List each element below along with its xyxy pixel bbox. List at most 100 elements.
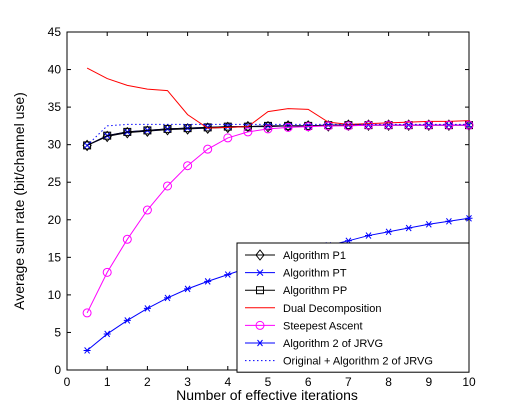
data-point [224,271,232,278]
x-tick-label: 2 [144,375,151,389]
data-point [223,121,233,134]
asterisk-marker [164,294,171,302]
data-point [243,127,253,137]
asterisk-marker [365,232,372,239]
square-marker [103,131,112,140]
data-point [123,127,132,136]
data-point [184,285,192,293]
x-tick-label: 3 [184,375,191,389]
data-point [102,267,112,277]
data-point [256,269,264,276]
x-tick-label: 1 [104,375,111,389]
x-tick-label: 8 [385,375,392,389]
asterisk-marker [425,220,433,228]
data-point [425,220,433,228]
y-tick-label: 30 [48,138,62,152]
data-point [424,120,434,130]
asterisk-marker [445,217,453,225]
data-point [364,120,373,130]
data-point [255,320,265,330]
data-point [182,123,193,135]
data-point [465,214,473,222]
y-tick-label: 35 [48,100,62,114]
asterisk-marker [123,317,131,324]
asterisk-marker [103,330,111,338]
data-point [103,330,111,338]
x-tick-label: 6 [305,375,312,389]
circle-marker [203,144,213,154]
y-tick-label: 5 [54,325,61,339]
diamond-marker [182,123,193,135]
y-axis-label: Average sum rate (bit/channel use) [11,92,27,310]
circle-marker [303,122,313,132]
data-point [424,119,434,131]
data-point [283,122,293,132]
legend-label: Algorithm PT [283,268,347,280]
asterisk-marker [385,228,393,236]
data-point [163,124,172,133]
y-tick-label: 20 [48,213,62,227]
asterisk-marker [204,278,212,285]
x-tick-label: 10 [462,375,476,389]
asterisk-marker [184,285,192,293]
legend-label: Dual Decomposition [283,303,381,315]
data-point [303,122,313,132]
square-marker [256,286,264,295]
x-tick-label: 9 [425,375,432,389]
legend-label: Steepest Ascent [283,320,363,332]
diamond-marker [122,126,132,139]
circle-marker [424,120,434,130]
data-point [142,205,152,215]
x-tick-label: 7 [345,375,352,389]
x-tick-label: 0 [64,375,71,389]
square-marker [83,141,92,150]
x-axis-label: Number of effective iterations [176,387,358,403]
data-point [223,122,232,131]
diamond-marker [444,119,454,131]
data-point [83,142,91,149]
circle-marker [223,133,233,143]
data-point [164,294,171,302]
asterisk-marker [83,347,91,354]
circle-marker [82,308,92,318]
data-point [255,249,265,261]
circle-marker [283,122,293,132]
asterisk-marker [405,224,413,232]
diamond-marker [162,123,173,136]
data-point [323,121,333,131]
data-point [256,286,264,295]
y-tick-label: 25 [48,175,62,189]
data-point [204,278,212,285]
circle-marker [364,120,373,130]
data-point [142,125,153,137]
data-point [405,224,413,232]
circle-marker [122,234,132,244]
square-marker [163,124,172,133]
legend: Algorithm P1 Algorithm PT Algorithm PP Dual… [236,242,470,373]
asterisk-marker [465,214,473,222]
data-point [82,308,92,318]
circle-marker [343,121,353,131]
legend-label: Algorithm PP [283,285,347,297]
data-point [83,141,92,150]
data-point [256,339,264,347]
square-marker [123,127,132,136]
data-point [445,217,453,225]
legend-entry: Algorithm P1 [245,249,346,262]
legend-entry: Algorithm PP [245,285,347,297]
data-point [323,120,333,132]
circle-marker [444,120,454,130]
data-point [162,123,173,136]
x-tick-label: 4 [224,375,231,389]
legend-label: Original + Algorithm 2 of JRVG [283,356,433,368]
circle-marker [243,127,253,137]
data-point [404,119,414,131]
circle-marker [255,320,265,330]
legend-entry: Original + Algorithm 2 of JRVG [245,356,433,368]
legend-box [236,242,470,373]
legend-label: Algorithm 2 of JRVG [283,338,383,350]
circle-marker [142,205,152,215]
diamond-marker [424,119,434,131]
